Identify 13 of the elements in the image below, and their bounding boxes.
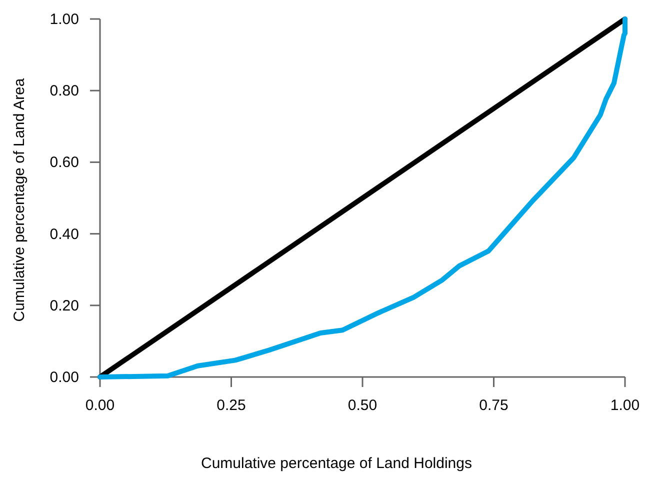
y-tick-label: 1.00 [50,11,79,28]
x-axis-title: Cumulative percentage of Land Holdings [200,455,472,472]
y-tick-label: 0.00 [50,369,79,386]
x-tick-label: 1.00 [610,397,640,414]
y-tick-label: 0.80 [50,82,79,100]
y-axis-title: Cumulative percentage of Land Area [11,78,28,322]
y-tick-label: 0.20 [50,297,79,314]
x-tick-label: 0.75 [479,397,508,414]
y-tick-label: 0.40 [50,226,79,243]
x-tick-label: 0.50 [348,397,378,414]
x-tick-label: 0.25 [216,397,246,414]
y-tick-label: 0.60 [50,154,79,172]
x-tick-label: 0.00 [85,397,115,414]
